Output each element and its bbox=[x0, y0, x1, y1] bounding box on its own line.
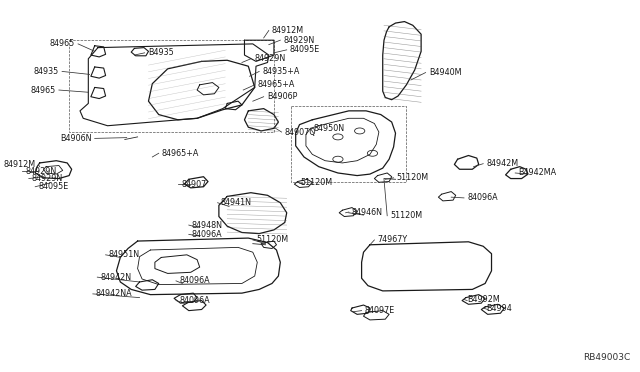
Text: 84941N: 84941N bbox=[221, 198, 252, 207]
Text: B4942MA: B4942MA bbox=[518, 169, 557, 177]
Text: 84907: 84907 bbox=[181, 180, 206, 189]
Text: 84942NA: 84942NA bbox=[96, 289, 132, 298]
Text: 84942M: 84942M bbox=[486, 159, 518, 168]
Text: 84096A: 84096A bbox=[192, 230, 223, 239]
Text: 51120M: 51120M bbox=[256, 235, 288, 244]
Text: 84907Q: 84907Q bbox=[285, 128, 316, 137]
Text: 84935: 84935 bbox=[34, 67, 59, 76]
Text: 84096A: 84096A bbox=[179, 296, 210, 305]
Text: RB49003C: RB49003C bbox=[583, 353, 630, 362]
Text: 84929N: 84929N bbox=[284, 36, 315, 45]
Text: B4935: B4935 bbox=[148, 48, 173, 57]
Text: B4992M: B4992M bbox=[467, 295, 500, 304]
Text: 51120M: 51120M bbox=[397, 173, 429, 182]
Text: 51120M: 51120M bbox=[390, 211, 422, 220]
Text: 84965: 84965 bbox=[31, 86, 56, 94]
Text: 84951N: 84951N bbox=[109, 250, 140, 259]
Text: 84912M: 84912M bbox=[272, 26, 304, 35]
Text: 84965+A: 84965+A bbox=[162, 149, 199, 158]
Text: 84946N: 84946N bbox=[352, 208, 383, 217]
Text: B4940M: B4940M bbox=[429, 68, 461, 77]
Text: 84912M: 84912M bbox=[3, 160, 35, 169]
Text: 84965: 84965 bbox=[50, 39, 75, 48]
Text: 84929N: 84929N bbox=[254, 54, 285, 63]
Text: 84929N: 84929N bbox=[26, 167, 57, 176]
Text: 84097E: 84097E bbox=[365, 306, 395, 315]
Text: 84942N: 84942N bbox=[100, 273, 132, 282]
Text: 84095E: 84095E bbox=[290, 45, 320, 54]
Text: 84935+A: 84935+A bbox=[262, 67, 300, 76]
Text: 51120M: 51120M bbox=[301, 178, 333, 187]
Text: 84929N: 84929N bbox=[32, 174, 63, 183]
Text: 84095E: 84095E bbox=[38, 182, 68, 191]
Text: 84948N: 84948N bbox=[192, 221, 223, 230]
Text: 84096A: 84096A bbox=[467, 193, 498, 202]
Text: 84950N: 84950N bbox=[314, 124, 345, 133]
Text: 74967Y: 74967Y bbox=[378, 235, 408, 244]
Text: B4994: B4994 bbox=[486, 304, 512, 312]
Text: B4906P: B4906P bbox=[267, 92, 297, 101]
Text: 84096A: 84096A bbox=[179, 276, 210, 285]
Text: B4906N: B4906N bbox=[60, 134, 92, 143]
Text: 84965+A: 84965+A bbox=[258, 80, 295, 89]
